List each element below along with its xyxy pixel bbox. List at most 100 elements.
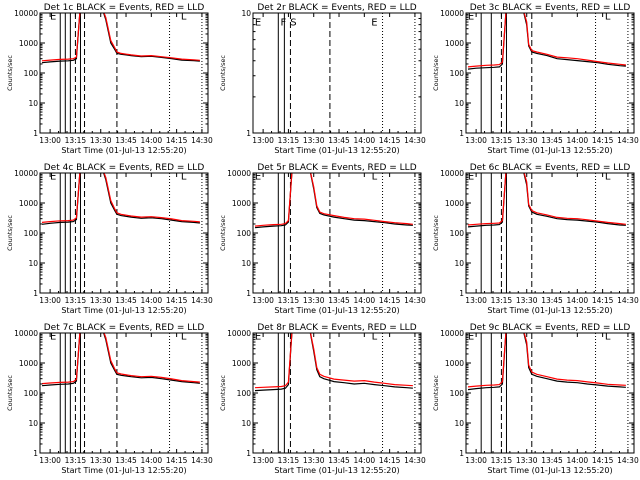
x-tick-label: 14:15	[592, 136, 614, 145]
x-tick-label: 14:15	[166, 136, 188, 145]
event-marker-label: S	[290, 17, 296, 28]
x-tick-label: 13:45	[328, 136, 350, 145]
y-axis-label: Counts/sec	[6, 215, 14, 251]
x-tick-label: 14:30	[191, 456, 213, 465]
y-tick-label: 1	[246, 129, 251, 138]
x-tick-label: 13:45	[328, 456, 350, 465]
y-tick-label: 10	[454, 419, 464, 428]
x-tick-label: 13:45	[541, 296, 563, 305]
panel-title: Det 7c BLACK = Events, RED = LLD	[44, 323, 205, 333]
x-tick-label: 14:00	[354, 296, 376, 305]
panel-title: Det 6c BLACK = Events, RED = LLD	[470, 163, 631, 173]
lld-series-line	[41, 13, 200, 62]
y-tick-label: 1000	[19, 39, 38, 48]
x-tick-label: 13:45	[115, 136, 137, 145]
x-tick-label: 14:15	[379, 296, 401, 305]
x-tick-label: 14:00	[141, 296, 163, 305]
x-tick-label: 13:45	[115, 296, 137, 305]
x-tick-label: 14:00	[141, 136, 163, 145]
x-tick-label: 13:15	[278, 456, 300, 465]
panel-det-2: Det 2r BLACK = Events, RED = LLD E F S E 13:0…	[219, 3, 426, 155]
y-tick-label: 10000	[14, 9, 38, 18]
y-tick-label: 10	[454, 259, 464, 268]
event-marker-label: E	[468, 12, 474, 23]
x-tick-label: 13:30	[303, 296, 325, 305]
y-tick-label: 1000	[445, 359, 464, 368]
x-tick-label: 14:00	[354, 456, 376, 465]
x-tick-label: 14:15	[166, 296, 188, 305]
event-marker-label: L	[181, 172, 187, 183]
y-axis-label: Counts/sec	[219, 55, 227, 91]
x-tick-label: 13:45	[541, 136, 563, 145]
x-tick-label: 14:00	[141, 456, 163, 465]
x-tick-label: 13:00	[39, 456, 61, 465]
y-tick-label: 1	[33, 129, 38, 138]
x-axis-label: Start Time (01-Jul-13 12:55:20)	[61, 466, 186, 475]
event-marker-label: E	[255, 17, 261, 28]
y-tick-label: 100	[450, 389, 465, 398]
x-tick-label: 13:00	[39, 136, 61, 145]
event-marker-label: E	[50, 332, 56, 343]
y-tick-label: 1	[459, 449, 464, 458]
lld-series-line	[41, 333, 200, 385]
y-axis-label: Counts/sec	[6, 375, 14, 411]
event-marker-label: E	[50, 12, 56, 23]
event-marker-label: E	[468, 172, 474, 183]
y-tick-label: 1000	[232, 359, 251, 368]
y-axis-label: Counts/sec	[432, 215, 440, 251]
x-tick-label: 14:30	[617, 136, 639, 145]
x-tick-label: 14:30	[617, 296, 639, 305]
lld-series-line	[467, 173, 626, 226]
x-tick-label: 13:15	[491, 456, 513, 465]
y-axis-label: Counts/sec	[219, 215, 227, 251]
x-tick-label: 13:15	[491, 296, 513, 305]
x-tick-label: 13:30	[303, 456, 325, 465]
lld-series-line	[467, 13, 626, 68]
events-series-line	[41, 173, 200, 225]
y-tick-label: 1	[246, 449, 251, 458]
x-tick-label: 13:00	[252, 296, 274, 305]
event-marker-label: E	[255, 172, 261, 183]
event-marker-label: L	[181, 332, 187, 343]
x-tick-label: 14:15	[379, 136, 401, 145]
event-marker-label: F	[280, 17, 286, 28]
panel-title: Det 5r BLACK = Events, RED = LLD	[257, 163, 416, 173]
event-marker-label: L	[605, 12, 611, 23]
x-tick-label: 14:30	[404, 456, 426, 465]
x-axis-label: Start Time (01-Jul-13 12:55:20)	[61, 146, 186, 155]
y-tick-label: 1	[246, 289, 251, 298]
y-tick-label: 100	[237, 389, 252, 398]
y-tick-label: 10000	[440, 169, 464, 178]
events-series-line	[41, 333, 200, 387]
x-tick-label: 13:30	[90, 456, 112, 465]
event-marker-label: L	[605, 172, 611, 183]
x-tick-label: 14:00	[567, 296, 589, 305]
y-tick-label: 1000	[19, 359, 38, 368]
x-tick-label: 14:00	[567, 456, 589, 465]
y-tick-label: 100	[237, 229, 252, 238]
y-tick-label: 1000	[445, 39, 464, 48]
x-tick-label: 13:30	[303, 136, 325, 145]
y-tick-label: 100	[450, 69, 465, 78]
x-tick-label: 14:30	[404, 136, 426, 145]
events-series-line	[41, 13, 200, 64]
event-marker-label: E	[50, 172, 56, 183]
y-tick-label: 10000	[227, 169, 251, 178]
events-series-line	[467, 173, 626, 228]
y-tick-label: 10000	[227, 329, 251, 338]
panel-title: Det 3c BLACK = Events, RED = LLD	[470, 3, 631, 13]
x-tick-label: 13:45	[115, 456, 137, 465]
x-tick-label: 13:30	[90, 296, 112, 305]
x-tick-label: 14:30	[404, 296, 426, 305]
x-tick-label: 13:30	[90, 136, 112, 145]
y-tick-label: 1	[459, 129, 464, 138]
x-tick-label: 14:30	[191, 296, 213, 305]
x-axis-label: Start Time (01-Jul-13 12:55:20)	[61, 306, 186, 315]
